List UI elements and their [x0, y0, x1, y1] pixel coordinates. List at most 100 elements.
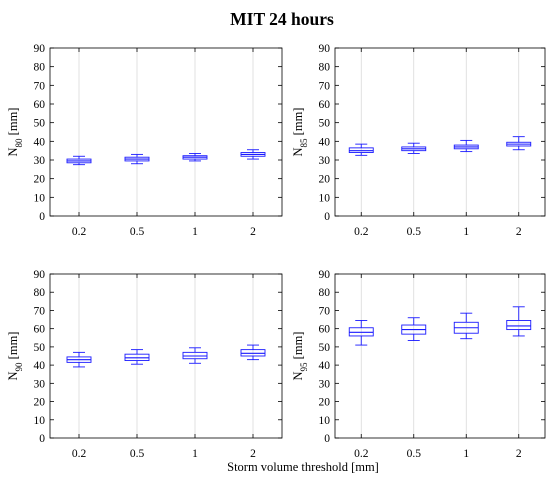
- y-tick-label: 60: [34, 324, 46, 336]
- y-tick-label: 90: [34, 269, 46, 281]
- x-tick-label: 2: [250, 448, 256, 460]
- x-tick-label: 0.2: [354, 448, 369, 460]
- y-axis-label: N90 [mm]: [6, 332, 24, 381]
- x-tick-label: 0.5: [130, 226, 145, 238]
- box-0.2: [66, 155, 92, 166]
- y-axis-label-main: N: [291, 371, 305, 380]
- y-tick-label: 80: [34, 62, 46, 74]
- panel-2: 0 10 20 30 40 50 60 70 80 90 0.2 0.5 1 2 N85 [mm]: [291, 43, 546, 238]
- y-tick-label: 80: [34, 287, 46, 299]
- y-tick-label: 20: [34, 397, 46, 409]
- y-axis-label: N85 [mm]: [291, 108, 309, 157]
- y-tick-label: 20: [319, 174, 331, 186]
- x-tick-label: 2: [516, 226, 522, 238]
- box-2: [506, 306, 532, 337]
- x-tick-label: 2: [250, 226, 256, 238]
- y-axis-label-unit: [mm]: [291, 332, 305, 363]
- x-tick-label: 1: [463, 448, 469, 460]
- y-axis-label-unit: [mm]: [6, 108, 20, 139]
- y-axis-label-sub: 85: [299, 138, 309, 148]
- x-tick-label: 1: [192, 448, 198, 460]
- x-tick-label: 0.2: [72, 226, 87, 238]
- y-tick-label: 10: [319, 415, 331, 427]
- y-tick-label: 50: [319, 118, 331, 130]
- box-0.5: [124, 153, 150, 165]
- y-tick-label: 70: [319, 80, 331, 92]
- x-tick-label: 0.2: [354, 226, 369, 238]
- y-tick-label: 30: [34, 155, 46, 167]
- y-tick-label: 70: [319, 305, 331, 317]
- y-tick-label: 90: [319, 43, 331, 55]
- y-tick-label: 40: [34, 136, 46, 148]
- figure-title: MIT 24 hours: [230, 9, 334, 29]
- box-0.2: [348, 143, 374, 156]
- y-axis-label-main: N: [291, 147, 305, 156]
- box-0.2: [66, 351, 92, 368]
- x-tick-label: 0.5: [407, 226, 422, 238]
- y-tick-label: 50: [34, 118, 46, 130]
- y-axis-label-sub: 80: [14, 138, 24, 148]
- box-0.2: [348, 320, 374, 346]
- y-tick-label: 40: [319, 360, 331, 372]
- y-axis-label-unit: [mm]: [6, 332, 20, 363]
- y-axis-label-unit: [mm]: [291, 108, 305, 139]
- y-tick-label: 80: [319, 287, 331, 299]
- y-axis-label-main: N: [6, 371, 20, 380]
- y-axis-label-sub: 95: [299, 362, 309, 372]
- x-tick-label: 0.2: [72, 448, 87, 460]
- figure-x-axis-label: Storm volume threshold [mm]: [227, 460, 379, 474]
- y-tick-label: 10: [319, 192, 331, 204]
- box-1: [182, 153, 208, 162]
- panel-4: 0 10 20 30 40 50 60 70 80 90 0.2 0.5 1 2 N95 [mm]: [291, 269, 546, 460]
- x-tick-label: 1: [192, 226, 198, 238]
- y-tick-label: 60: [319, 324, 331, 336]
- y-tick-label: 60: [319, 99, 331, 111]
- y-tick-label: 0: [324, 433, 330, 445]
- box-iqr: [506, 320, 532, 331]
- y-tick-label: 70: [34, 80, 46, 92]
- box-2: [506, 136, 532, 151]
- y-tick-label: 30: [34, 378, 46, 390]
- y-tick-label: 90: [319, 269, 331, 281]
- y-tick-label: 0: [324, 211, 330, 223]
- y-tick-label: 90: [34, 43, 46, 55]
- plot-frame: [334, 47, 546, 217]
- y-tick-label: 40: [319, 136, 331, 148]
- y-tick-label: 30: [319, 378, 331, 390]
- plot-frame: [49, 273, 283, 439]
- y-tick-label: 30: [319, 155, 331, 167]
- box-2: [240, 344, 266, 361]
- box-1: [453, 312, 479, 340]
- y-axis-label: N80 [mm]: [6, 108, 24, 157]
- plot-frame: [49, 47, 283, 217]
- box-2: [240, 149, 266, 160]
- plot-frame: [334, 273, 546, 439]
- y-tick-label: 10: [34, 192, 46, 204]
- y-tick-label: 50: [319, 342, 331, 354]
- y-tick-label: 80: [319, 62, 331, 74]
- y-tick-label: 0: [39, 211, 45, 223]
- y-tick-label: 0: [39, 433, 45, 445]
- x-tick-label: 2: [516, 448, 522, 460]
- box-1: [453, 139, 479, 153]
- y-tick-label: 20: [319, 397, 331, 409]
- x-tick-label: 0.5: [407, 448, 422, 460]
- y-axis-label-sub: 90: [14, 362, 24, 372]
- box-1: [182, 347, 208, 364]
- y-tick-label: 60: [34, 99, 46, 111]
- y-tick-label: 20: [34, 174, 46, 186]
- y-axis-label-main: N: [6, 147, 20, 156]
- x-tick-label: 0.5: [130, 448, 145, 460]
- box-0.5: [401, 317, 427, 341]
- y-tick-label: 70: [34, 305, 46, 317]
- box-0.5: [124, 349, 150, 365]
- x-tick-label: 1: [463, 226, 469, 238]
- box-0.5: [401, 142, 427, 154]
- y-tick-label: 10: [34, 415, 46, 427]
- y-axis-label: N95 [mm]: [291, 332, 309, 381]
- y-tick-label: 40: [34, 360, 46, 372]
